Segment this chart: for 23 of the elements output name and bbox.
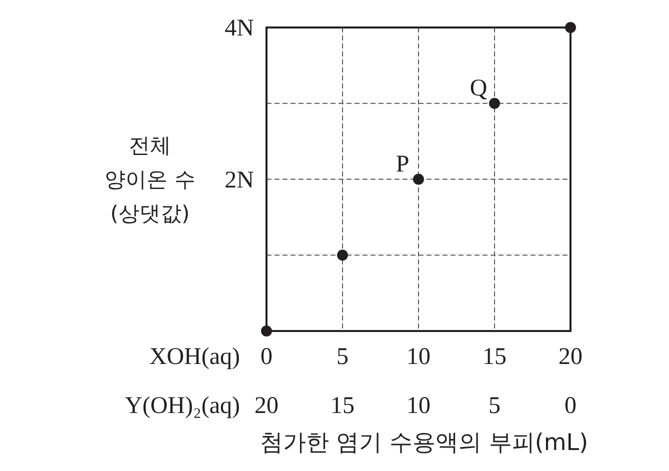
- x-tick-label: 0: [260, 344, 272, 370]
- point: [261, 326, 272, 336]
- x2-tick-label: 0: [564, 393, 576, 419]
- point: [413, 174, 424, 185]
- x2-tick-label: 10: [406, 393, 430, 419]
- y-axis-title: 전체 양이온 수 (상댓값): [104, 133, 196, 226]
- x-tick-label: 5: [336, 344, 348, 370]
- x2-tick-label: 15: [330, 393, 354, 419]
- x-axis-title: XOH(aq): [149, 344, 240, 370]
- point: [565, 22, 576, 33]
- x2-tick-label: 5: [488, 393, 500, 419]
- point: [337, 250, 348, 261]
- x-tick-label: 20: [558, 344, 582, 370]
- x-tick-label: 15: [482, 344, 506, 370]
- x2-axis-title: Y(OH)₂(aq): [125, 393, 240, 419]
- point: [489, 98, 500, 109]
- text: 첨가한 염기 수용액의 부피(mL): [260, 430, 588, 456]
- x-tick-label: 10: [406, 344, 430, 370]
- y-tick-label: 2N: [224, 167, 254, 194]
- annotation: P: [396, 151, 410, 178]
- y-tick-label: 4N: [224, 16, 254, 42]
- x2-tick-label: 20: [254, 393, 278, 419]
- annotation: Q: [470, 75, 488, 102]
